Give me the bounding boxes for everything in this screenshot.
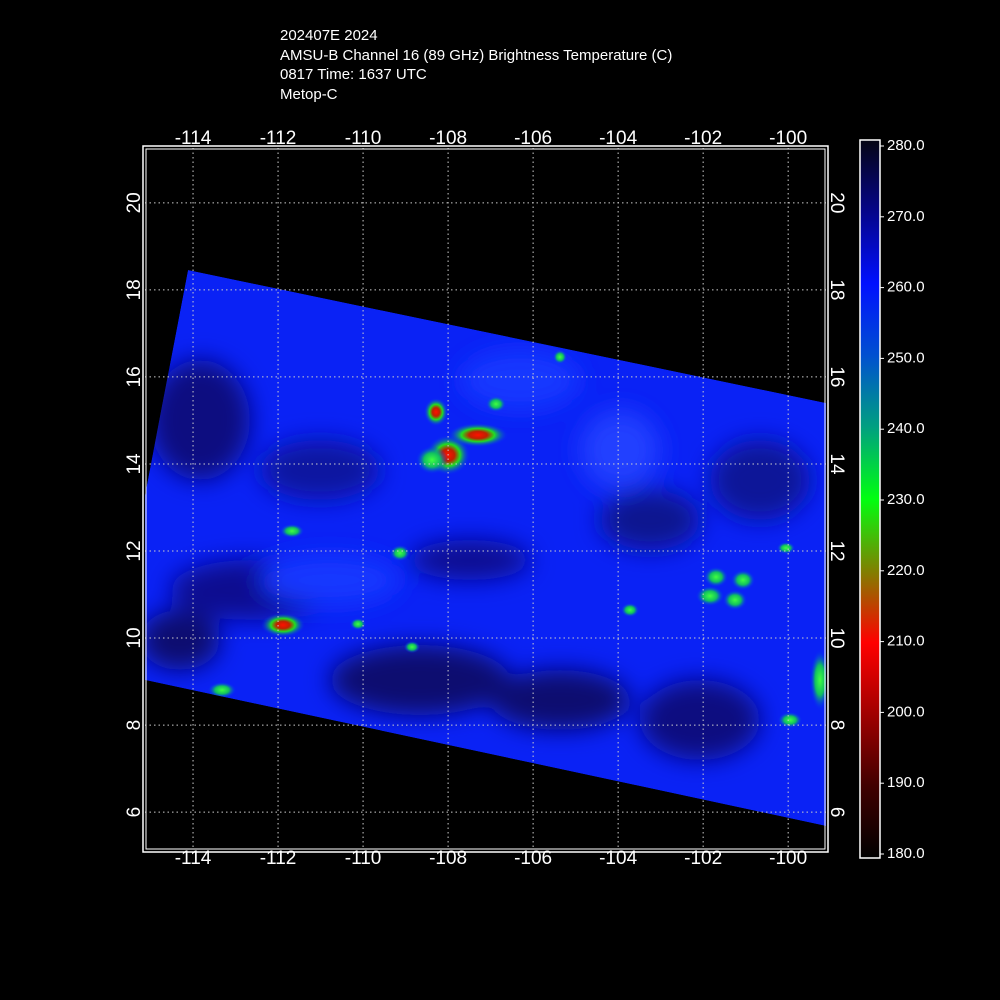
colorbar-label: 200.0 [887, 703, 925, 720]
lat-label-left: 8 [124, 720, 145, 731]
lat-label-left: 16 [124, 366, 145, 387]
colorbar-label: 180.0 [887, 845, 925, 862]
lat-label-left: 12 [124, 540, 145, 561]
colorbar-label: 250.0 [887, 349, 925, 366]
colorbar-label: 220.0 [887, 562, 925, 579]
lon-label-bottom: -110 [345, 848, 382, 869]
axis-labels: -114 -114 -112 -112 -110 -110 -108 -108 -106 -106… [124, 128, 847, 869]
lat-label-right: 8 [826, 720, 847, 731]
lon-label-top: -108 [429, 128, 467, 149]
lon-label-top: -110 [345, 128, 382, 149]
colorbar-label: 260.0 [887, 279, 925, 296]
lat-label-left: 6 [124, 807, 145, 818]
lat-label-left: 20 [124, 192, 145, 213]
lat-label-right: 14 [826, 453, 847, 475]
lon-label-bottom: -114 [175, 848, 212, 869]
lon-label-top: -104 [599, 128, 637, 149]
colorbar-label: 230.0 [887, 491, 925, 508]
lat-label-right: 18 [826, 279, 847, 300]
colorbar-label: 270.0 [887, 208, 925, 225]
lon-label-bottom: -108 [429, 848, 467, 869]
header-line: Metop-C [280, 86, 338, 103]
lat-label-right: 10 [826, 627, 847, 648]
header: 202407E 2024 AMSU-B Channel 16 (89 GHz) … [280, 27, 672, 103]
lon-label-top: -106 [514, 128, 552, 149]
lon-label-bottom: -102 [684, 848, 722, 869]
colorbar-label: 240.0 [887, 420, 925, 437]
lat-label-right: 20 [826, 192, 847, 213]
colorbar-label: 190.0 [887, 774, 925, 791]
header-line: AMSU-B Channel 16 (89 GHz) Brightness Te… [280, 47, 672, 64]
lon-label-top: -114 [175, 128, 212, 149]
lat-label-right: 6 [826, 807, 847, 818]
lon-label-top: -112 [260, 128, 297, 149]
lon-label-bottom: -106 [514, 848, 552, 869]
lat-label-right: 16 [826, 366, 847, 387]
lon-label-bottom: -104 [599, 848, 637, 869]
graticule [145, 148, 826, 850]
lat-label-left: 14 [124, 453, 145, 475]
hotspots [208, 350, 826, 728]
lon-label-bottom: -100 [769, 848, 807, 869]
colorbar-ramp [859, 139, 881, 859]
lon-label-top: -102 [684, 128, 722, 149]
header-line: 202407E 2024 [280, 27, 378, 44]
swath [145, 270, 826, 826]
lat-label-left: 18 [124, 279, 145, 300]
colorbar-label: 210.0 [887, 633, 925, 650]
lat-label-left: 10 [124, 627, 145, 648]
swath-texture [145, 350, 810, 760]
colorbar-label: 280.0 [887, 137, 925, 154]
lat-label-right: 12 [826, 540, 847, 561]
lon-label-top: -100 [769, 128, 807, 149]
header-line: 0817 Time: 1637 UTC [280, 66, 427, 83]
lon-label-bottom: -112 [260, 848, 297, 869]
colorbar: 280.0 270.0 260.0 250.0 240.0 230.0 220.0 210.0… [859, 137, 925, 862]
map-frame [142, 145, 829, 853]
